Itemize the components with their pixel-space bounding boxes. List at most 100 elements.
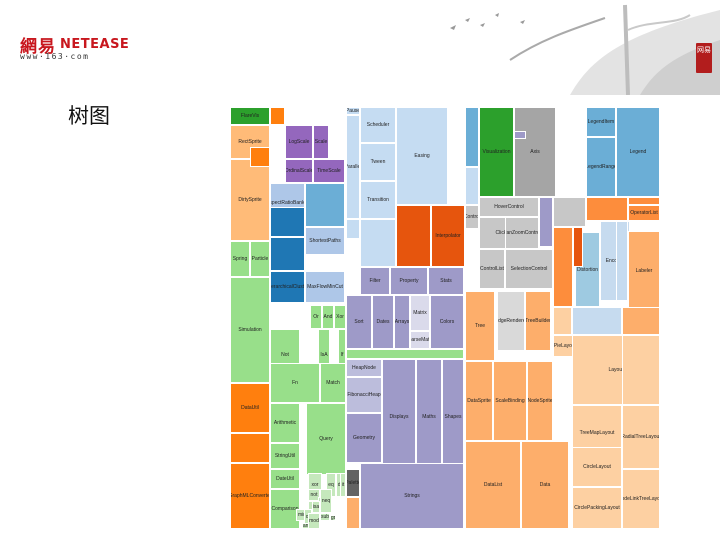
treemap-cell-legenditem[interactable]: LegendItem (586, 107, 616, 137)
treemap-cell-selectioncontrol[interactable]: SelectionControl (505, 249, 553, 289)
treemap-cell-simulation[interactable]: Simulation (230, 277, 270, 383)
treemap-cell-arithmetic[interactable]: Arithmetic (270, 403, 300, 443)
treemap-cell-sub[interactable]: sub (320, 513, 330, 521)
treemap-cell-datalist[interactable]: DataList (465, 441, 521, 529)
treemap-cell-dateutil[interactable]: DateUtil (270, 469, 300, 489)
treemap-cell-mod[interactable]: mod (308, 513, 320, 529)
treemap-cell[interactable] (305, 183, 345, 227)
treemap-cell[interactable] (539, 197, 553, 247)
treemap-cell-maths[interactable]: Maths (416, 359, 442, 475)
treemap-cell-tree[interactable]: Tree (465, 291, 495, 361)
treemap-cell-edgerenderer[interactable]: EdgeRenderer (497, 291, 525, 351)
treemap-cell-xor[interactable]: Xor (334, 305, 346, 329)
treemap-cell-fn[interactable]: Fn (270, 363, 320, 403)
treemap-cell[interactable] (270, 237, 305, 271)
treemap-cell[interactable] (572, 307, 622, 335)
treemap-cell-matrix[interactable]: Matrix (410, 295, 430, 331)
treemap-cell[interactable] (586, 197, 628, 221)
treemap-cell-heapnode[interactable]: HeapNode (346, 359, 382, 377)
treemap-cell-logscale[interactable]: LogScale (285, 125, 313, 159)
treemap-cell-data[interactable]: Data (521, 441, 569, 529)
treemap-cell-radialtreelayout[interactable]: RadialTreeLayout (622, 405, 660, 469)
treemap-cell-isa[interactable]: isa (312, 501, 320, 513)
treemap-cell-sparsematrix[interactable]: SparseMatrix (410, 331, 430, 349)
treemap-cell[interactable] (514, 131, 526, 139)
treemap-cell-neq[interactable]: neq (320, 489, 332, 513)
treemap-cell-nodelinktreelayout[interactable]: NodeLinkTreeLayout (622, 469, 660, 529)
treemap-cell-interpolator[interactable]: Interpolator (431, 205, 465, 267)
treemap-cell-circlepackinglayout[interactable]: CirclePackingLayout (572, 487, 622, 529)
treemap-cell-displays[interactable]: Displays (382, 359, 416, 475)
treemap-cell-shortestpaths[interactable]: ShortestPaths (305, 227, 345, 255)
treemap-cell-hierarchicalcluster[interactable]: HierarchicalCluster (270, 271, 305, 303)
treemap-cell[interactable] (230, 433, 270, 463)
treemap-cell-distortion[interactable]: Distortion (575, 232, 600, 307)
treemap-cell-maxflowmincut[interactable]: MaxFlowMinCut (305, 271, 345, 303)
treemap-cell-strings[interactable]: Strings (360, 463, 464, 529)
treemap-cell-parallel[interactable]: Parallel (346, 115, 360, 219)
treemap-cell-datasprite[interactable]: DataSprite (465, 361, 493, 441)
treemap-cell-dates[interactable]: Dates (372, 295, 394, 349)
treemap-cell-scalebinding[interactable]: ScaleBinding (493, 361, 527, 441)
treemap-cell-fibonacciheap[interactable]: FibonacciHeap (346, 377, 382, 413)
treemap-cell-stats[interactable]: Stats (428, 267, 464, 295)
treemap-cell-timescale[interactable]: TimeScale (313, 159, 345, 183)
treemap-cell-stringutil[interactable]: StringUtil (270, 443, 300, 469)
treemap-cell-spring[interactable]: Spring (230, 241, 250, 277)
treemap-cell-ordinalscale[interactable]: OrdinalScale (285, 159, 313, 183)
treemap-cell-not[interactable]: not (308, 489, 320, 501)
treemap-cell[interactable] (622, 307, 660, 335)
treemap-cell-match[interactable]: Match (320, 363, 346, 403)
treemap-cell-hovercontrol[interactable]: HoverControl (479, 197, 539, 217)
treemap-cell[interactable] (346, 219, 360, 239)
treemap-cell[interactable] (573, 227, 583, 267)
treemap-cell-gt[interactable]: gt (330, 515, 336, 521)
treemap-cell-filter[interactable]: Filter (360, 267, 390, 295)
treemap-cell-datautil[interactable]: DataUtil (230, 383, 270, 433)
treemap-cell-pause[interactable]: Pause (346, 107, 360, 115)
treemap-cell[interactable] (396, 205, 431, 267)
treemap-cell-sort[interactable]: Sort (346, 295, 372, 349)
treemap-cell-colors[interactable]: Colors (430, 295, 464, 349)
treemap-cell[interactable] (465, 167, 479, 205)
treemap-cell[interactable] (622, 335, 660, 405)
treemap-cell-query[interactable]: Query (306, 403, 346, 475)
treemap-cell-controllist[interactable]: ControlList (479, 249, 505, 289)
treemap-cell[interactable] (553, 227, 573, 307)
treemap-cell-particle[interactable]: Particle (250, 241, 270, 277)
treemap-cell-property[interactable]: Property (390, 267, 428, 295)
treemap-cell-easing[interactable]: Easing (396, 107, 448, 205)
treemap-cell-shapes[interactable]: Shapes (442, 359, 464, 475)
treemap-cell[interactable] (346, 497, 360, 529)
treemap-cell[interactable] (553, 197, 586, 227)
treemap-cell-it[interactable]: it (340, 473, 346, 497)
treemap-cell[interactable] (628, 197, 660, 205)
treemap-cell-tween[interactable]: Tween (360, 143, 396, 181)
treemap-cell-transition[interactable]: Transition (360, 181, 396, 219)
treemap-cell-dirtysprite[interactable]: DirtySprite (230, 159, 270, 241)
treemap-cell-labeler[interactable]: Labeler (628, 231, 660, 311)
treemap-cell[interactable] (270, 107, 285, 125)
treemap-cell[interactable] (553, 307, 572, 335)
treemap-cell-arrays[interactable]: Arrays (394, 295, 410, 349)
treemap-cell-circlelayout[interactable]: CircleLayout (572, 447, 622, 487)
treemap-cell[interactable] (465, 107, 479, 167)
treemap-cell-legend[interactable]: Legend (616, 107, 660, 197)
treemap-cell-or[interactable]: Or (310, 305, 322, 329)
treemap-cell-palette[interactable]: Palette (346, 469, 360, 497)
treemap-cell[interactable] (250, 147, 270, 167)
treemap-cell-geometry[interactable]: Geometry (346, 413, 382, 463)
treemap-cell-graphmlconverter[interactable]: GraphMLConverter (230, 463, 270, 529)
treemap-cell-nodesprite[interactable]: NodeSprite (527, 361, 553, 441)
treemap-cell[interactable] (616, 221, 628, 301)
treemap-cell-axis[interactable]: Axis (514, 107, 556, 197)
treemap-cell-visualization[interactable]: Visualization (479, 107, 514, 197)
treemap-cell-scheduler[interactable]: Scheduler (360, 107, 396, 143)
treemap-cell[interactable] (360, 219, 396, 267)
treemap-cell-scale[interactable]: Scale (313, 125, 329, 159)
treemap-cell-pielayout[interactable]: PieLayout (553, 335, 577, 357)
treemap-cell-control[interactable]: Control (465, 205, 479, 229)
treemap-cell[interactable] (270, 207, 305, 237)
treemap-cell[interactable] (346, 349, 464, 359)
treemap-cell-flarevis[interactable]: FlareVis (230, 107, 270, 125)
